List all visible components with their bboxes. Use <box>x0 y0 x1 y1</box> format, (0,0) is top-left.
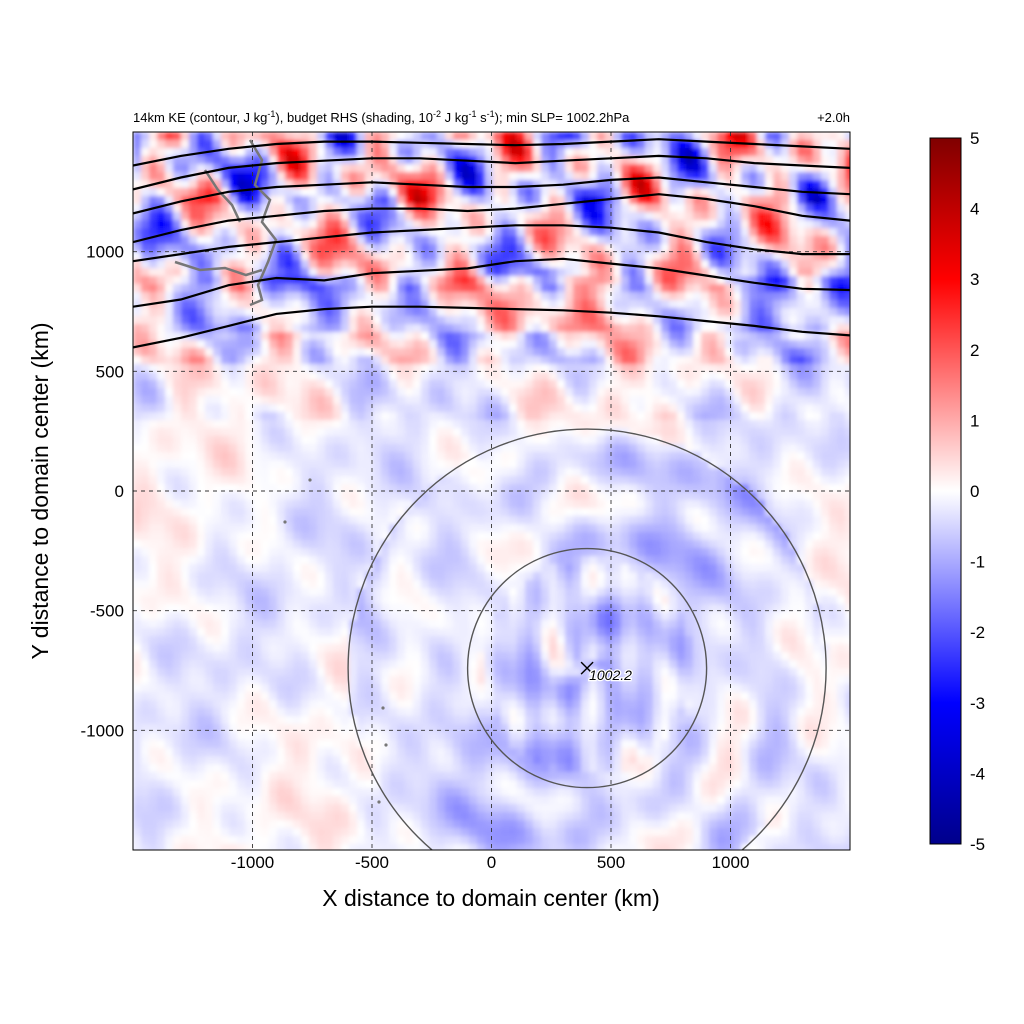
x-axis-label: X distance to domain center (km) <box>322 885 659 911</box>
center-marker <box>580 661 594 675</box>
ke-contour-line <box>133 305 850 349</box>
colorbar-tick-label: 0 <box>970 482 979 501</box>
colorbar-tick-label: -5 <box>970 835 985 854</box>
colorbar-tick-label: -1 <box>970 553 985 572</box>
x-tick-label: -1000 <box>231 853 274 872</box>
coastline <box>174 139 388 804</box>
island-mark <box>384 743 388 747</box>
colorbar-tick-label: 2 <box>970 341 979 360</box>
x-tick-label: 1000 <box>712 853 750 872</box>
colorbar-tick-label: -2 <box>970 623 985 642</box>
colorbar <box>929 137 962 845</box>
colorbar-tick-label: -3 <box>970 694 985 713</box>
ke-contour-line <box>133 257 850 308</box>
island-mark <box>381 706 385 710</box>
ke-contour-line <box>133 193 850 244</box>
colorbar-tick-label: 1 <box>970 411 979 430</box>
shading-field <box>133 132 850 850</box>
plot-area: 1002.2 <box>133 132 850 850</box>
ke-contour-line <box>133 224 850 263</box>
colorbar-tick-label: 5 <box>970 129 979 148</box>
range-ring <box>466 547 708 789</box>
y-tick-label: 0 <box>115 482 124 501</box>
chart-title: 14km KE (contour, J kg-1), budget RHS (s… <box>133 109 630 125</box>
colorbar-tick-label: 3 <box>970 270 979 289</box>
ke-contour-line <box>133 138 850 167</box>
y-axis-label: Y distance to domain center (km) <box>27 322 53 659</box>
island-mark <box>308 478 312 482</box>
storm-center: 1002.2 <box>580 661 633 684</box>
plot-frame <box>132 131 851 851</box>
y-tick-label: 500 <box>96 362 124 381</box>
y-tick-label: 1000 <box>86 243 124 262</box>
ke-contour-line <box>133 176 850 215</box>
y-tick-label: -1000 <box>81 721 124 740</box>
range-ring <box>347 428 827 850</box>
ke-contours <box>133 138 850 349</box>
x-tick-label: 500 <box>597 853 625 872</box>
x-axis: -1000 -500 0 500 1000 <box>231 853 750 872</box>
colorbar-ticks: -5 -4 -3 -2 -1 0 1 2 3 4 5 <box>970 129 985 854</box>
x-tick-label: 0 <box>487 853 496 872</box>
colorbar-tick-label: 4 <box>970 200 979 219</box>
y-axis: -1000 -500 0 500 1000 <box>81 243 124 741</box>
island-mark <box>283 520 287 524</box>
colorbar-tick-label: -4 <box>970 764 985 783</box>
chart-time-label: +2.0h <box>817 110 850 125</box>
ke-contour-line <box>133 154 850 191</box>
center-label: 1002.2 <box>589 667 632 683</box>
y-tick-label: -500 <box>90 602 124 621</box>
x-tick-label: -500 <box>355 853 389 872</box>
island-mark <box>377 800 381 804</box>
range-rings <box>347 428 827 850</box>
coastline-path <box>174 139 278 307</box>
